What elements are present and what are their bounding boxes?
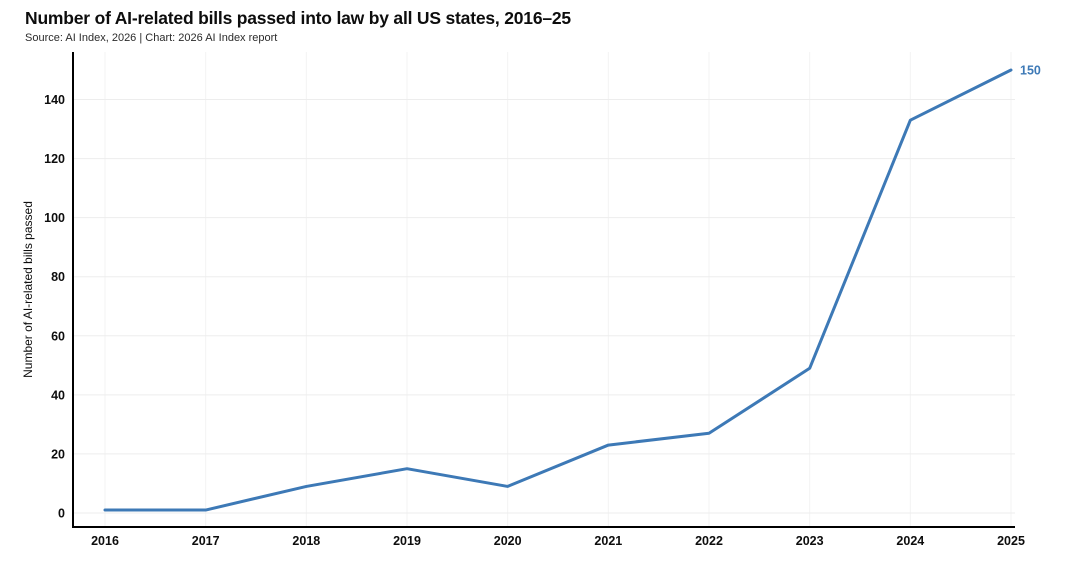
y-tick-label: 100 xyxy=(44,211,65,225)
y-tick-label: 0 xyxy=(58,507,65,521)
end-value-label: 150 xyxy=(1020,64,1041,78)
y-tick-label: 60 xyxy=(51,329,65,343)
x-tick-label: 2017 xyxy=(192,534,220,548)
y-tick-label: 120 xyxy=(44,152,65,166)
y-axis-title: Number of AI-related bills passed xyxy=(21,201,35,378)
chart-title: Number of AI-related bills passed into l… xyxy=(25,8,571,28)
x-tick-label: 2019 xyxy=(393,534,421,548)
x-tick-label: 2025 xyxy=(997,534,1025,548)
x-tick-label: 2022 xyxy=(695,534,723,548)
y-tick-label: 80 xyxy=(51,270,65,284)
x-tick-label: 2016 xyxy=(91,534,119,548)
y-tick-label: 40 xyxy=(51,388,65,402)
y-tick-label: 140 xyxy=(44,93,65,107)
x-tick-label: 2024 xyxy=(896,534,924,548)
x-tick-label: 2021 xyxy=(594,534,622,548)
chart-source-note: Source: AI Index, 2026 | Chart: 2026 AI … xyxy=(25,32,278,44)
x-tick-label: 2018 xyxy=(292,534,320,548)
y-tick-label: 20 xyxy=(51,447,65,461)
x-tick-label: 2023 xyxy=(796,534,824,548)
data-line-series xyxy=(103,68,1013,512)
x-tick-label: 2020 xyxy=(494,534,522,548)
chart-header: Number of AI-related bills passed into l… xyxy=(25,8,571,45)
